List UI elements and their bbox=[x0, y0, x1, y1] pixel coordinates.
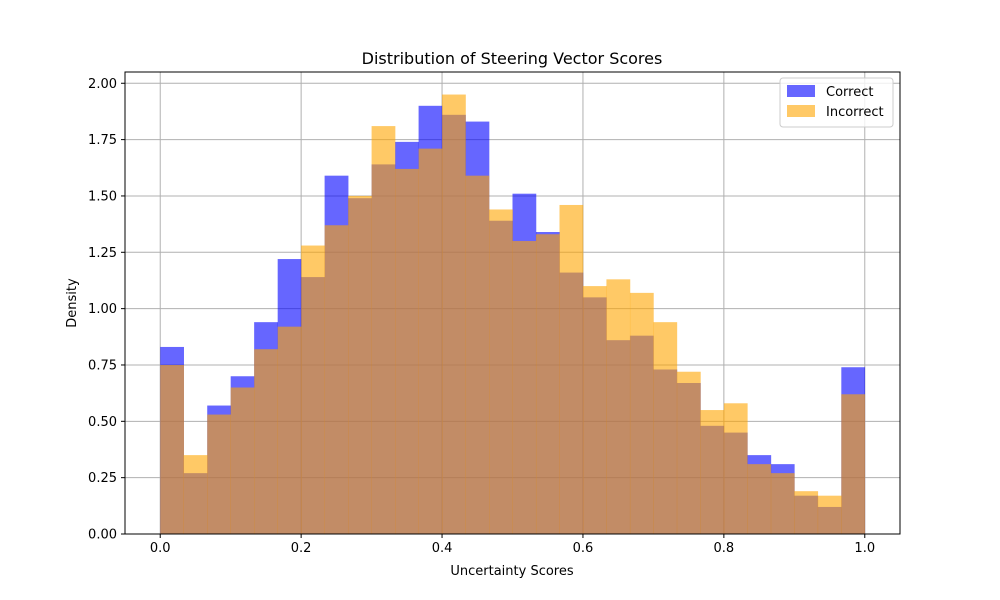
bar-incorrect bbox=[841, 394, 866, 534]
bar-incorrect bbox=[254, 349, 278, 534]
legend-swatch-correct bbox=[787, 85, 815, 97]
bar-incorrect bbox=[324, 225, 349, 534]
x-tick-label: 0.4 bbox=[432, 541, 453, 556]
y-tick-label: 1.50 bbox=[88, 189, 117, 204]
x-tick-label: 0.6 bbox=[573, 541, 594, 556]
y-tick-label: 1.75 bbox=[88, 133, 117, 148]
bar-incorrect bbox=[582, 286, 607, 534]
bar-incorrect bbox=[606, 279, 631, 534]
y-tick-label: 0.75 bbox=[88, 358, 117, 373]
bar-incorrect bbox=[747, 464, 772, 534]
y-tick-label: 1.00 bbox=[88, 302, 117, 317]
bar-incorrect bbox=[348, 195, 372, 534]
x-axis-label: Uncertainty Scores bbox=[450, 564, 573, 579]
bar-incorrect bbox=[535, 234, 560, 534]
legend-label-correct: Correct bbox=[826, 85, 873, 100]
bar-incorrect bbox=[418, 148, 443, 534]
bar-incorrect bbox=[277, 326, 302, 534]
bar-incorrect bbox=[301, 245, 325, 534]
bar-incorrect bbox=[676, 371, 701, 534]
bar-incorrect bbox=[160, 364, 184, 534]
bar-incorrect bbox=[629, 292, 654, 534]
x-tick-label: 1.0 bbox=[854, 541, 875, 556]
bar-incorrect bbox=[653, 322, 678, 534]
bar-incorrect bbox=[512, 241, 537, 534]
bar-incorrect bbox=[489, 209, 513, 534]
y-axis-label: Density bbox=[65, 278, 80, 328]
legend-label-incorrect: Incorrect bbox=[826, 105, 884, 120]
chart-title: Distribution of Steering Vector Scores bbox=[362, 49, 663, 68]
bar-incorrect bbox=[770, 473, 795, 534]
bar-incorrect bbox=[207, 414, 231, 534]
legend: Correct Incorrect bbox=[779, 77, 894, 128]
bar-incorrect bbox=[230, 387, 255, 534]
bar-incorrect bbox=[794, 491, 819, 534]
bar-incorrect bbox=[465, 175, 490, 535]
plot-frame bbox=[124, 71, 901, 535]
bar-incorrect bbox=[700, 410, 725, 534]
y-tick-label: 2.00 bbox=[88, 77, 117, 92]
bar-incorrect bbox=[442, 94, 466, 534]
x-tick-label: 0.2 bbox=[291, 541, 312, 556]
bars bbox=[160, 94, 866, 535]
y-tick-label: 0.50 bbox=[88, 415, 117, 430]
bar-incorrect bbox=[723, 403, 748, 534]
axis-ticks: 0.0 0.2 0.4 0.6 0.8 1.0 0.00 0.25 0.50 0.75 1.00 1.… bbox=[88, 77, 875, 556]
bar-incorrect bbox=[559, 204, 584, 534]
bar-incorrect bbox=[371, 126, 396, 535]
y-tick-label: 0.00 bbox=[88, 528, 117, 543]
y-tick-label: 1.25 bbox=[88, 246, 117, 261]
legend-swatch-incorrect bbox=[787, 105, 815, 117]
x-tick-label: 0.0 bbox=[150, 541, 171, 556]
bar-incorrect bbox=[817, 495, 842, 534]
x-tick-label: 0.8 bbox=[714, 541, 735, 556]
bar-incorrect bbox=[183, 455, 208, 534]
y-tick-label: 0.25 bbox=[88, 471, 117, 486]
bar-incorrect bbox=[395, 168, 419, 534]
